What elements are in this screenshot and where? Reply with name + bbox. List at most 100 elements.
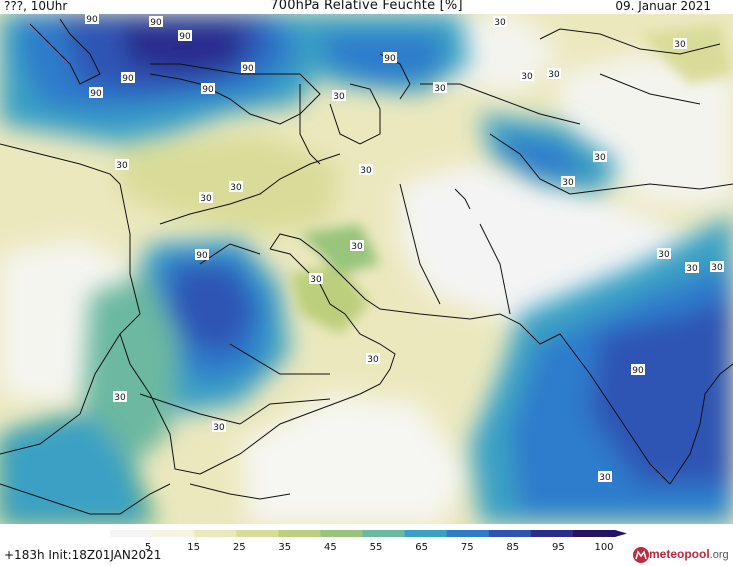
svg-text:30: 30 (686, 264, 698, 274)
contour-label: 30 (433, 82, 447, 94)
contour-label: 30 (520, 70, 534, 82)
legend-swatches (110, 530, 627, 537)
contour-label: 30 (561, 176, 575, 188)
svg-text:30: 30 (674, 40, 686, 50)
contour-label: 30 (332, 90, 346, 102)
humidity-field (0, 14, 733, 524)
svg-text:90: 90 (196, 251, 208, 261)
svg-text:30: 30 (116, 161, 128, 171)
forecast-date: 09. Januar 2021 (615, 0, 711, 13)
svg-text:30: 30 (562, 178, 574, 188)
contour-label: 30 (115, 159, 129, 171)
legend-swatch (530, 530, 574, 537)
legend-swatch (278, 530, 321, 537)
svg-text:30: 30 (351, 242, 363, 252)
svg-text:30: 30 (494, 18, 506, 28)
svg-text:90: 90 (202, 85, 214, 95)
header-bar: ???, 10Uhr 700hPa Relative Feuchte [%] 0… (0, 0, 733, 14)
legend-swatch (404, 530, 448, 537)
contour-label: 90 (85, 14, 99, 25)
legend-tick-label: 25 (233, 542, 246, 553)
contour-label: 90 (631, 364, 645, 376)
svg-text:30: 30 (360, 166, 372, 176)
svg-text:30: 30 (310, 275, 322, 285)
forecast-time-label: ???, 10Uhr (4, 0, 68, 13)
svg-text:30: 30 (333, 92, 345, 102)
legend-ticks: 5 15 25 35 45 55 65 75 85 95 100 (145, 542, 614, 553)
contour-label: 30 (657, 248, 671, 260)
legend-swatch (446, 530, 490, 537)
legend-swatch (194, 530, 237, 537)
svg-text:30: 30 (434, 84, 446, 94)
legend-tick-label: 65 (415, 542, 428, 553)
contour-label: 30 (199, 192, 213, 204)
contour-label: 30 (212, 421, 226, 433)
contour-label: 30 (229, 181, 243, 193)
contour-label: 30 (309, 273, 323, 285)
svg-text:90: 90 (632, 366, 644, 376)
contour-label: 90 (121, 72, 135, 84)
legend-swatch (488, 530, 532, 537)
svg-text:90: 90 (242, 64, 254, 74)
svg-text:30: 30 (711, 263, 723, 273)
svg-text:30: 30 (521, 72, 533, 82)
legend-tick-label: 45 (324, 542, 337, 553)
svg-text:30: 30 (367, 355, 379, 365)
contour-label: 30 (685, 262, 699, 274)
svg-text:90: 90 (90, 89, 102, 99)
svg-text:30: 30 (594, 153, 606, 163)
legend-tick-label: 75 (461, 542, 474, 553)
svg-text:30: 30 (213, 423, 225, 433)
legend-tick-label: 35 (278, 542, 291, 553)
legend-tick-label: 15 (187, 542, 200, 553)
legend-tick-label: 5 (145, 542, 151, 553)
svg-text:30: 30 (599, 473, 611, 483)
map-title: 700hPa Relative Feuchte [%] (270, 0, 463, 13)
contour-label: 30 (493, 16, 507, 28)
svg-text:90: 90 (179, 32, 191, 42)
svg-text:30: 30 (200, 194, 212, 204)
meteopool-logo-icon (633, 547, 649, 563)
svg-text:30: 30 (658, 250, 670, 260)
contour-label: 90 (89, 87, 103, 99)
legend-arrow-icon (615, 530, 627, 537)
contour-label: 90 (241, 62, 255, 74)
legend-tick-label: 85 (506, 542, 519, 553)
brand-name: meteopool.org (649, 547, 729, 561)
legend-tick-label: 100 (594, 542, 613, 553)
color-scale-legend: 5 15 25 35 45 55 65 75 85 95 100 (110, 530, 627, 553)
contour-label: 30 (350, 240, 364, 252)
contour-label: 90 (195, 249, 209, 261)
legend-swatch (110, 530, 153, 537)
legend-swatch (236, 530, 279, 537)
coastlines-and-borders (0, 18, 733, 515)
svg-text:90: 90 (122, 74, 134, 84)
contour-label: 90 (178, 30, 192, 42)
contour-label: 30 (598, 471, 612, 483)
legend-swatch (572, 530, 616, 537)
humidity-map: 90 90 90 90 90 90 90 30 30 30 30 30 30 3… (0, 14, 733, 524)
contour-label: 30 (593, 151, 607, 163)
run-info: +183h Init:18Z01JAN2021 (4, 548, 162, 562)
svg-text:90: 90 (384, 54, 396, 64)
contour-label: 30 (547, 68, 561, 80)
legend-swatch (320, 530, 363, 537)
legend-tick-label: 55 (370, 542, 383, 553)
svg-text:90: 90 (150, 18, 162, 28)
contour-label: 90 (383, 52, 397, 64)
svg-text:30: 30 (114, 393, 126, 403)
contour-label: 90 (201, 83, 215, 95)
contour-label: 30 (710, 261, 724, 273)
contour-labels: 90 90 90 90 90 90 90 30 30 30 30 30 30 3… (85, 14, 724, 483)
svg-text:30: 30 (548, 70, 560, 80)
contour-label: 30 (673, 38, 687, 50)
legend-swatch (362, 530, 406, 537)
contour-label: 30 (359, 164, 373, 176)
contour-label: 90 (149, 16, 163, 28)
legend-swatch (152, 530, 195, 537)
contour-label: 30 (113, 391, 127, 403)
svg-text:90: 90 (86, 15, 98, 25)
svg-text:30: 30 (230, 183, 242, 193)
contour-label: 30 (366, 353, 380, 365)
legend-tick-label: 95 (552, 542, 565, 553)
